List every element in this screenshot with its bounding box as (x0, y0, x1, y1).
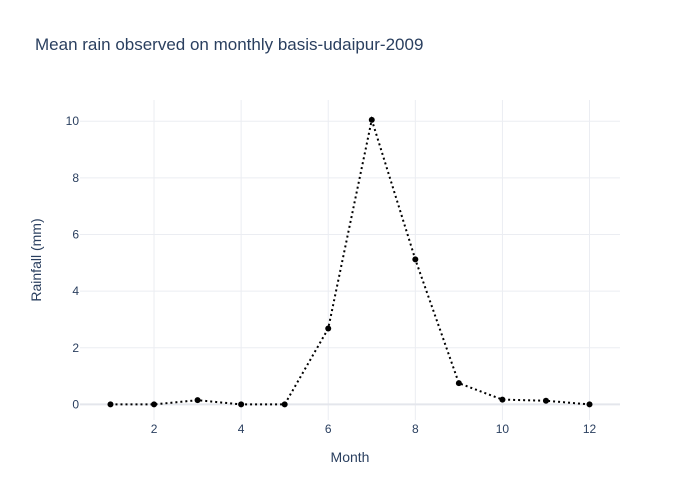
x-tick-label: 8 (412, 422, 419, 436)
series-rainfall (107, 115, 593, 408)
grid (80, 100, 620, 420)
data-point-month-2[interactable] (151, 401, 158, 408)
x-axis-title: Month (331, 449, 370, 465)
data-point-month-11[interactable] (542, 397, 549, 404)
x-tick-label: 4 (238, 422, 245, 436)
data-point-month-8[interactable] (412, 256, 419, 263)
y-tick-label: 0 (72, 397, 79, 411)
x-axis-ticks: 2 4 6 8 10 12 (151, 422, 597, 436)
x-tick-label: 12 (583, 422, 597, 436)
x-tick-label: 2 (151, 422, 158, 436)
y-axis-title: Rainfall (mm) (28, 218, 44, 301)
data-point-month-3[interactable] (194, 397, 201, 404)
data-point-month-1[interactable] (107, 401, 114, 408)
y-tick-label: 6 (72, 228, 79, 242)
x-tick-label: 6 (325, 422, 332, 436)
data-point-month-6[interactable] (325, 325, 332, 332)
x-tick-label: 10 (496, 422, 510, 436)
y-axis-ticks: 0 2 4 6 8 10 (66, 114, 80, 411)
data-point-month-9[interactable] (455, 380, 462, 387)
data-point-month-5[interactable] (281, 401, 288, 408)
data-point-month-4[interactable] (238, 401, 245, 408)
data-point-month-12[interactable] (586, 401, 593, 408)
series-line (110, 115, 590, 406)
data-point-month-10[interactable] (499, 396, 506, 403)
chart-title: Mean rain observed on monthly basis-udai… (35, 35, 423, 54)
y-tick-label: 10 (66, 114, 80, 128)
y-tick-label: 8 (72, 171, 79, 185)
y-tick-label: 4 (72, 284, 79, 298)
y-tick-label: 2 (72, 341, 79, 355)
data-point-month-7[interactable] (368, 116, 375, 123)
